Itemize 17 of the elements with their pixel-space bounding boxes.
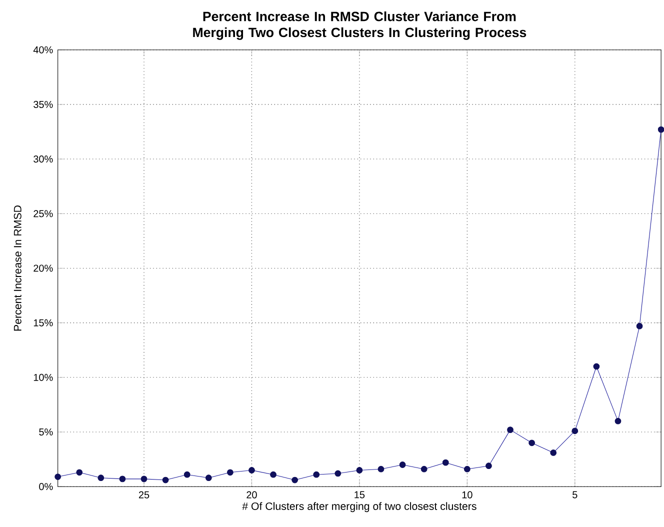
x-tick-label: 15 xyxy=(354,491,365,498)
x-tick-label: 20 xyxy=(246,491,257,498)
y-tick-label: 35% xyxy=(34,100,53,108)
y-tick-label: 10% xyxy=(34,374,53,381)
x-tick-label: 10 xyxy=(462,491,472,498)
y-tick-label: 5% xyxy=(39,428,53,436)
y-tick-label: 20% xyxy=(34,264,53,272)
y-tick-label: 15% xyxy=(34,319,53,326)
y-axis-title: Percent Increase In RMSD xyxy=(14,205,22,330)
x-tick-label: 25 xyxy=(138,491,150,498)
x-tick-label: 5 xyxy=(572,491,578,498)
y-tick-label: 30% xyxy=(34,155,53,162)
chart-title: Percent Increase In RMSD Cluster Variance From Merging Two Closest Clusters In Clustering Process xyxy=(193,11,526,40)
x-axis-title: # Of Clusters after merging of two closest clusters xyxy=(242,502,476,512)
y-tick-label: 25% xyxy=(34,210,53,217)
y-tick-label: 40% xyxy=(33,46,53,54)
y-tick-label: 0% xyxy=(39,482,53,490)
